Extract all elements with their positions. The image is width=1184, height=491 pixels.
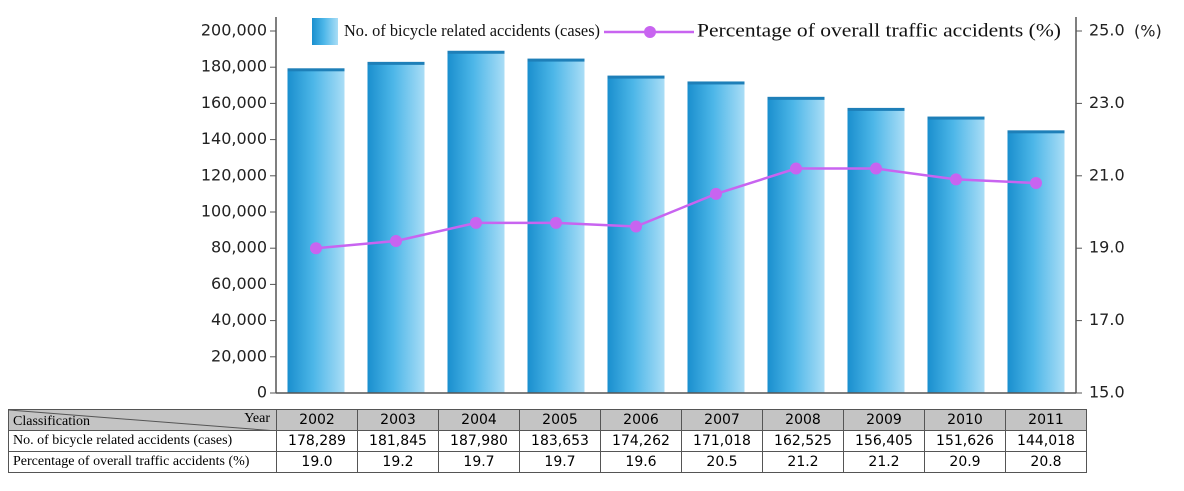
right-tick-label: 17.0 xyxy=(1089,310,1125,329)
table-year-cell: 2005 xyxy=(519,409,601,431)
table-year-cell: 2009 xyxy=(843,409,925,431)
table-year-cell: 2003 xyxy=(357,409,439,431)
table-cell: 19.7 xyxy=(438,451,520,473)
table-cell: 171,018 xyxy=(681,430,763,452)
right-axis-ticks: 25.0 23.0 21.0 19.0 17.0 15.0 xyxy=(1076,21,1125,402)
table-cell: 181,845 xyxy=(357,430,439,452)
table-cell: 156,405 xyxy=(843,430,925,452)
table-corner-cell: Year Classification xyxy=(8,409,277,431)
bar-2007 xyxy=(687,83,745,393)
line-point-2009 xyxy=(870,162,882,175)
table-year-cell: 2010 xyxy=(924,409,1006,431)
data-table: Year Classification 2002 2003 2004 2005 … xyxy=(8,409,1087,473)
right-axis-unit: (%) xyxy=(1134,22,1162,41)
corner-year-label: Year xyxy=(244,411,270,426)
line-point-2011 xyxy=(1030,177,1042,190)
left-axis-ticks: 200,000 180,000 160,000 140,000 120,000 100,0… xyxy=(201,21,276,402)
right-tick-label: 21.0 xyxy=(1089,165,1125,184)
left-tick-label: 20,000 xyxy=(211,346,267,365)
bar-top-2010 xyxy=(927,116,985,120)
table-year-cell: 2008 xyxy=(762,409,844,431)
bar-series xyxy=(287,50,1065,394)
line-point-2003 xyxy=(390,234,402,247)
bar-top-2007 xyxy=(687,81,745,85)
line-point-2005 xyxy=(550,216,562,229)
right-tick-label: 23.0 xyxy=(1089,93,1125,112)
combo-chart: 200,000 180,000 160,000 140,000 120,000 100,0… xyxy=(201,17,1162,402)
line-point-2006 xyxy=(630,220,642,233)
right-tick-label: 19.0 xyxy=(1089,238,1125,257)
table-row-percentage: Percentage of overall traffic accidents … xyxy=(8,451,1087,473)
right-tick-label: 25.0 xyxy=(1089,21,1125,40)
bar-2006 xyxy=(607,77,665,393)
table-row-label: No. of bicycle related accidents (cases) xyxy=(8,430,277,452)
table-cell: 183,653 xyxy=(519,430,601,452)
table-cell: 20.9 xyxy=(924,451,1006,473)
legend: No. of bicycle related accidents (cases)… xyxy=(312,18,1061,45)
table-year-cell: 2004 xyxy=(438,409,520,431)
table-cell: 174,262 xyxy=(600,430,682,452)
table-cell: 151,626 xyxy=(924,430,1006,452)
left-tick-label: 100,000 xyxy=(201,202,267,221)
line-point-2010 xyxy=(950,173,962,186)
bar-top-2008 xyxy=(767,96,825,100)
table-cell: 19.0 xyxy=(276,451,358,473)
bar-top-2003 xyxy=(367,61,425,65)
bar-top-2005 xyxy=(527,58,585,62)
right-tick-label: 15.0 xyxy=(1089,383,1125,402)
line-series-percentage xyxy=(315,167,1037,250)
table-cell: 20.8 xyxy=(1005,451,1087,473)
table-row-accidents: No. of bicycle related accidents (cases)… xyxy=(8,430,1087,452)
left-tick-label: 40,000 xyxy=(211,310,267,329)
table-cell: 144,018 xyxy=(1005,430,1087,452)
bar-2011 xyxy=(1007,132,1065,393)
bar-top-2009 xyxy=(847,107,905,111)
table-year-cell: 2002 xyxy=(276,409,358,431)
table-cell: 19.2 xyxy=(357,451,439,473)
left-tick-label: 60,000 xyxy=(211,274,267,293)
line-point-2004 xyxy=(470,216,482,229)
table-year-cell: 2006 xyxy=(600,409,682,431)
table-row-label: Percentage of overall traffic accidents … xyxy=(8,451,277,473)
table-year-cell: 2007 xyxy=(681,409,763,431)
table-cell: 187,980 xyxy=(438,430,520,452)
chart-axes xyxy=(275,17,1077,394)
left-tick-label: 80,000 xyxy=(211,238,267,257)
corner-diagonal xyxy=(9,410,277,431)
table-cell: 162,525 xyxy=(762,430,844,452)
table-cell: 19.6 xyxy=(600,451,682,473)
table-header-row: Year Classification 2002 2003 2004 2005 … xyxy=(8,409,1087,431)
table-cell: 21.2 xyxy=(843,451,925,473)
left-tick-label: 120,000 xyxy=(201,165,267,184)
line-point-2002 xyxy=(310,242,322,255)
legend-bar-label: No. of bicycle related accidents (cases) xyxy=(344,21,600,40)
table-cell: 178,289 xyxy=(276,430,358,452)
bar-top-2002 xyxy=(287,68,345,72)
line-markers xyxy=(310,162,1042,255)
table-year-cell: 2011 xyxy=(1005,409,1087,431)
legend-line-label: Percentage of overall traffic accidents … xyxy=(697,20,1061,41)
table-cell: 19.7 xyxy=(519,451,601,473)
corner-classification-label: Classification xyxy=(13,414,90,429)
left-tick-label: 140,000 xyxy=(201,129,267,148)
bar-2008 xyxy=(767,98,825,394)
bar-top-2011 xyxy=(1007,130,1065,134)
bar-top-2006 xyxy=(607,75,665,79)
bar-top-2004 xyxy=(447,50,505,54)
left-tick-label: 200,000 xyxy=(201,21,267,40)
bar-2010 xyxy=(927,118,985,393)
left-tick-label: 180,000 xyxy=(201,57,267,76)
legend-line-marker xyxy=(644,26,656,38)
bar-2002 xyxy=(287,70,345,394)
table-cell: 20.5 xyxy=(681,451,763,473)
left-tick-label: 160,000 xyxy=(201,93,267,112)
line-point-2007 xyxy=(710,187,722,200)
line-point-2008 xyxy=(790,162,802,175)
legend-bar-swatch xyxy=(312,18,338,45)
bar-2009 xyxy=(847,109,905,393)
left-tick-label: 0 xyxy=(257,383,267,402)
bar-2003 xyxy=(367,63,425,394)
table-cell: 21.2 xyxy=(762,451,844,473)
